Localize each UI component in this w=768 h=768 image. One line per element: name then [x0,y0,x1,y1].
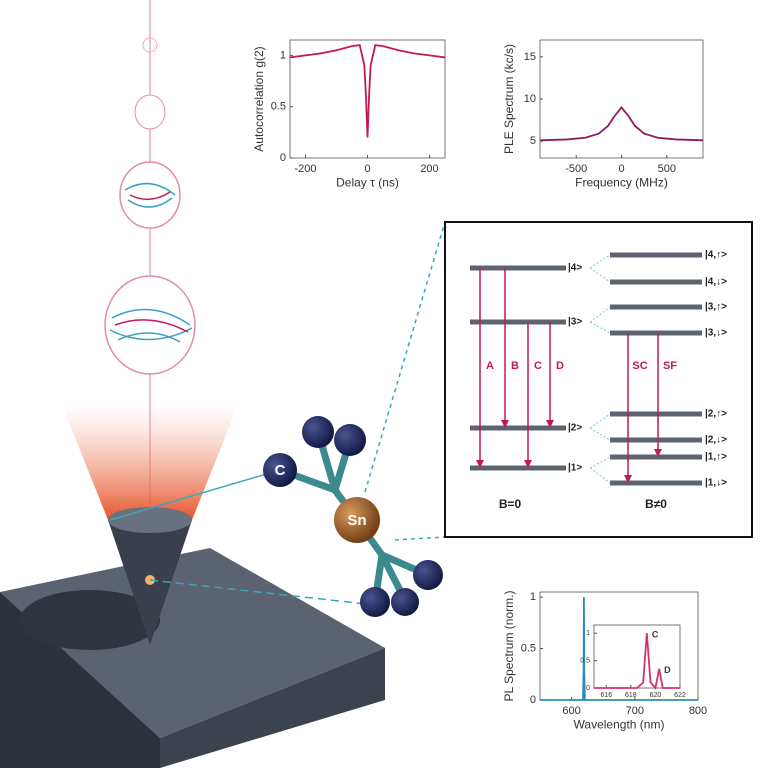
level-label: |2,↑> [705,409,727,420]
x-tick-label: 800 [689,705,707,717]
transition-label: SC [632,360,647,372]
arrow-head [501,420,509,428]
x-tick-label: 700 [626,705,644,717]
splitting-line [589,306,611,323]
y-tick-label: 10 [524,93,536,105]
x-tick-label: -500 [565,163,587,175]
x-tick-label: 200 [420,163,438,175]
arrow-head [624,475,632,483]
level-label: |4> [568,263,582,274]
diamond-slab [0,507,385,768]
splitting-line [589,267,611,283]
transition-label: A [486,360,494,372]
transition-label: D [556,360,564,372]
tin-label: Sn [347,512,366,529]
x-tick-label: 600 [562,705,580,717]
level-label: |1,↓> [705,478,727,489]
x-axis-label: Frequency (MHz) [575,175,668,189]
peak-label: C [652,630,659,640]
transition-label: SF [663,360,677,372]
level-label: |3,↓> [705,328,727,339]
level-label: |3> [568,317,582,328]
y-axis-label: PLE Spectrum (kc/s) [502,44,516,154]
field-caption: B=0 [499,497,522,511]
x-tick-label: 0 [618,163,624,175]
field-caption: B≠0 [645,497,667,511]
x-tick-label: 618 [625,692,637,699]
excitation-beam [62,0,238,520]
transition-label: B [511,360,519,372]
y-tick-label: 0 [586,685,590,692]
y-tick-label: 0.5 [521,642,536,654]
arrow-head [546,420,554,428]
level-label: |2,↓> [705,435,727,446]
level-label: |1,↑> [705,452,727,463]
y-tick-label: 0.5 [580,657,590,664]
y-axis-label: PL Spectrum (norm.) [502,591,516,702]
data-line [594,633,680,690]
arrow-head [524,460,532,468]
level-label: |2> [568,423,582,434]
level-label: |4,↑> [705,250,727,261]
x-axis-label: Delay τ (ns) [336,175,399,189]
molecule: C Sn [263,416,443,617]
plot-frame [539,39,704,159]
y-tick-label: 1 [280,49,286,61]
y-tick-label: 0 [280,152,286,164]
level-label: |4,↓> [705,277,727,288]
x-tick-label: 500 [658,163,676,175]
arrow-head [654,449,662,457]
y-tick-label: 5 [530,135,536,147]
level-label: |3,↑> [705,302,727,313]
splitting-line [589,467,611,484]
x-tick-label: 0 [364,163,370,175]
x-tick-label: 620 [650,692,662,699]
peak-label: D [664,665,671,675]
plot-frame [593,624,681,689]
splitting-line [589,413,611,429]
plot-frame [289,39,446,159]
carbon-label: C [275,462,286,479]
x-axis-label: Wavelength (nm) [574,717,665,731]
data-line [289,44,446,138]
y-axis-label: Autocorrelation g(2) [252,46,266,151]
level-label: |1> [568,463,582,474]
data-line [540,597,698,701]
zoom-lines [109,221,446,606]
x-tick-label: -200 [294,163,316,175]
transition-label: C [534,360,542,372]
y-tick-label: 15 [524,51,536,63]
y-tick-label: 1 [586,630,590,637]
y-tick-label: 1 [530,591,536,603]
y-tick-label: 0.5 [271,101,286,113]
y-tick-label: 0 [530,694,536,706]
x-tick-label: 622 [674,692,686,699]
x-tick-label: 616 [600,692,612,699]
arrow-head [476,460,484,468]
data-line [539,105,704,142]
